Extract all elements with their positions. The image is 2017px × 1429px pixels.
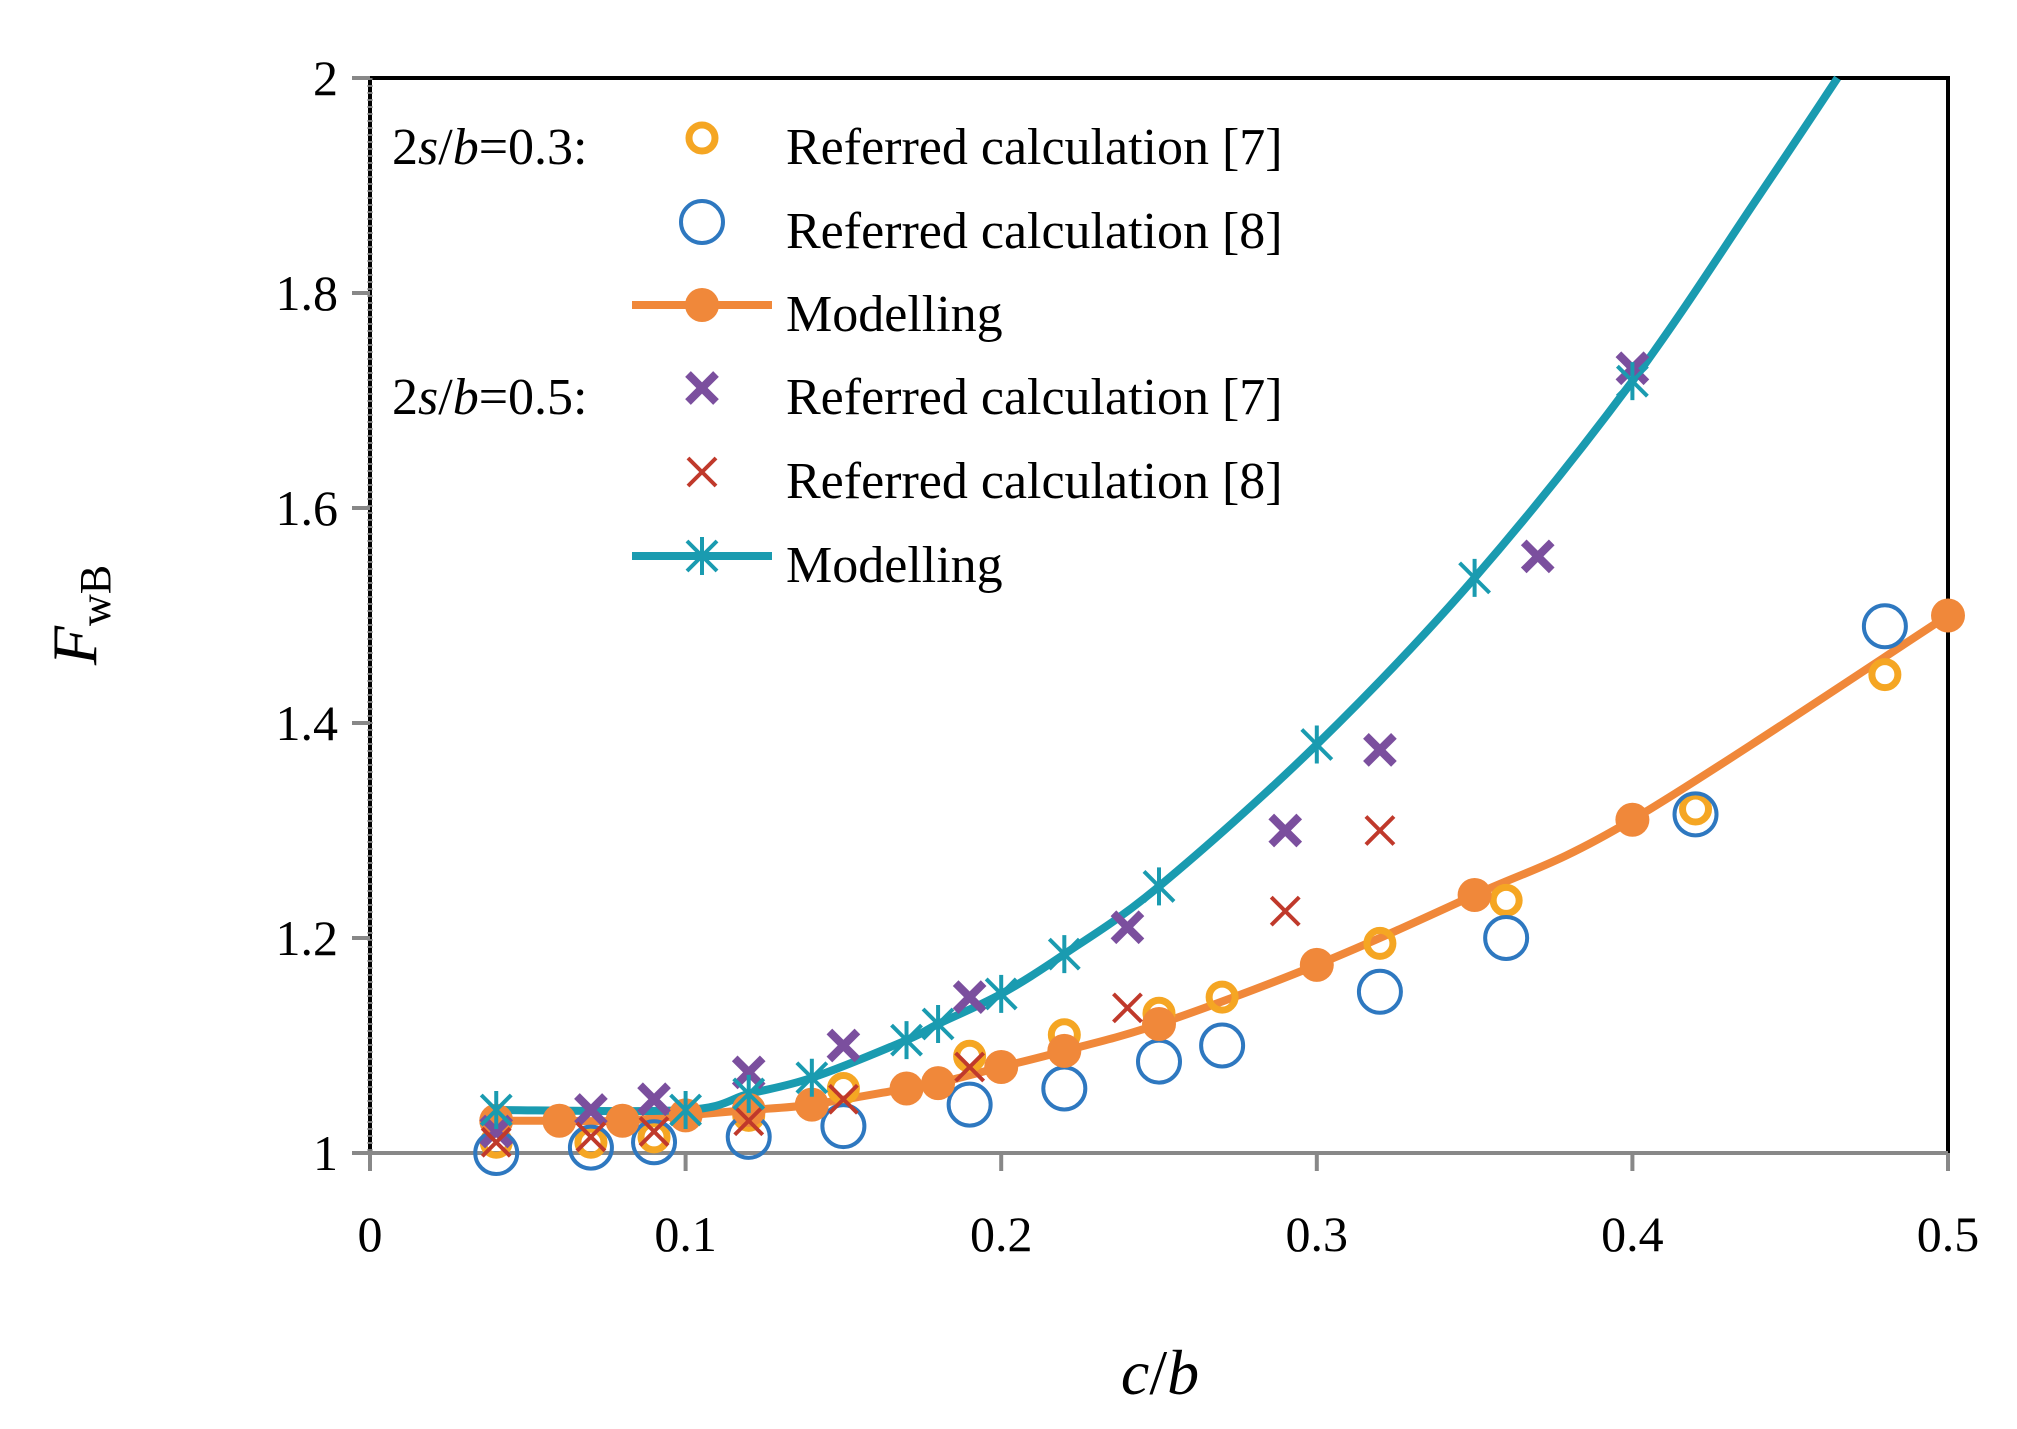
series-2-point [1483,915,1530,961]
legend-marker-2 [679,199,725,245]
series-5-point [575,1121,607,1153]
series-2-point [1861,603,1908,650]
legend: 2s/b=0.3: 2s/b=0.5: Referred calculation… [392,119,1283,594]
y-tick-label: 1 [313,1125,338,1181]
legend-marker-5 [686,456,718,488]
series-2-point [631,1119,678,1166]
series-3-point [794,1087,829,1122]
series-5-point [733,1105,765,1137]
series-4-point [731,1055,766,1090]
series-6-point [921,1005,955,1043]
series-3-point [542,1103,577,1138]
series-1-point [1363,926,1397,960]
series-6-point [1142,867,1176,906]
series-3-point [1457,878,1492,912]
series-markers [473,351,1965,1176]
legend-symbols [632,121,772,575]
series-1-point [574,1125,608,1159]
series-1-point [637,1120,671,1154]
series-3-point [1299,947,1334,982]
axis-ticks: 0 0.1 0.2 0.3 0.4 0.5 1 1.2 1.4 1.6 1.8 2 [276,50,1980,1262]
x-axis-title: c/b [1121,1337,1199,1408]
y-tick-label: 1.8 [276,265,339,321]
series-6-point [1458,558,1492,597]
x-tick-label: 0.5 [1917,1206,1980,1262]
legend-marker-3 [685,288,719,322]
y-axis-title: FwB [39,565,120,666]
series-2-point [1672,791,1719,838]
series-3-point [889,1071,924,1106]
series-4-point [479,1114,514,1149]
series-3-point [1615,802,1650,837]
series-6-point [1300,725,1334,764]
series-6-point [1615,362,1649,401]
series-5-point [1269,895,1301,927]
series-5-point [480,1126,512,1158]
x-tick-label: 0 [358,1206,383,1262]
legend-entry-5-label: Referred calculation [8] [786,453,1283,510]
series-5-point [1112,992,1143,1024]
series-6-point [890,1021,923,1060]
series-4-point [952,980,987,1014]
legend-entry-2-label: Referred calculation [8] [786,203,1283,260]
series-4-point [637,1082,671,1117]
series-1-point [1679,792,1713,826]
legend-entry-6-label: Modelling [786,537,1003,594]
series-1-point [1205,980,1239,1014]
x-tick-label: 0.4 [1601,1206,1664,1262]
legend-entry-4-label: Referred calculation [7] [786,369,1283,426]
series-2-point [567,1124,614,1171]
legend-marker-4 [685,371,719,405]
series-6-point [669,1091,703,1129]
x-tick-label: 0.3 [1286,1206,1349,1262]
y-tick-label: 1.4 [276,695,339,751]
series-2-point [946,1081,993,1128]
series-2-point [1199,1022,1246,1069]
series-3-point [984,1050,1019,1084]
series-3-point [605,1103,640,1138]
series-6-point [479,1091,513,1129]
y-tick-label: 2 [313,50,338,106]
series-6-point [732,1074,766,1113]
series-4-point [1110,910,1145,945]
legend-marker-1 [685,121,719,155]
series-4-point [1268,813,1303,848]
legend-marker-6 [685,537,719,575]
series-3-point [921,1066,956,1101]
series-6-point [984,974,1018,1013]
series-4-point [1363,733,1397,767]
series-6-point [795,1058,829,1097]
legend-entry-1-label: Referred calculation [7] [786,119,1283,176]
legend-group-1-label: 2s/b=0.3: [392,119,587,176]
series-6-point [1047,935,1081,974]
y-tick-label: 1.6 [276,480,339,536]
series-2-point [1356,968,1403,1015]
x-tick-label: 0.2 [970,1206,1033,1262]
series-3-point [1931,598,1965,633]
series-3-point [1047,1033,1082,1068]
legend-entry-3-label: Modelling [786,286,1003,343]
series-1-point [1489,883,1523,917]
x-tick-label: 0.1 [654,1206,717,1262]
series-4-point [574,1093,608,1127]
legend-group-2-label: 2s/b=0.5: [392,369,587,426]
series-5-point [1364,815,1396,846]
series-3-point [1142,1007,1176,1041]
y-tick-label: 1.2 [276,910,339,966]
series-4-point [826,1028,861,1063]
series-5-point [638,1116,670,1147]
series-2-point [820,1103,867,1150]
series-1-point [1868,658,1902,692]
series-5-point [954,1051,986,1083]
series-4-point [1520,539,1555,574]
series-5-point [827,1083,859,1115]
